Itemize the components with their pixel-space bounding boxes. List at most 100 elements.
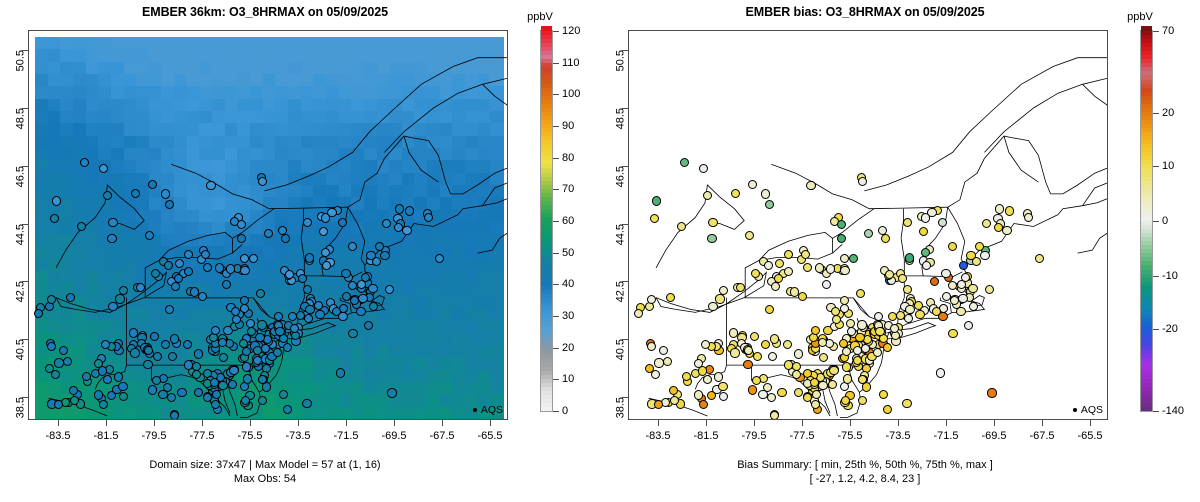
bias-monitor-point	[747, 385, 758, 395]
raster-cell	[237, 197, 251, 211]
aqs-monitor-point	[150, 269, 160, 279]
colorbar-segment	[541, 98, 552, 104]
x-axis-label: -73.5	[885, 430, 911, 442]
bias-monitor-point	[818, 380, 828, 390]
bias-monitor-point	[703, 375, 713, 385]
colorbar-segment	[541, 82, 552, 88]
colorbar-units-bias: ppbV	[1127, 11, 1153, 23]
raster-cell	[199, 160, 213, 174]
raster-cell	[477, 61, 491, 75]
bias-monitor-point	[1004, 206, 1014, 216]
colorbar-segment	[1141, 131, 1152, 137]
bias-monitor-point	[921, 261, 932, 271]
colorbar-segment	[541, 50, 552, 56]
raster-cell	[275, 160, 289, 174]
aqs-monitor-point	[68, 385, 78, 395]
y-axis-tick	[22, 338, 28, 340]
colorbar-segment	[1141, 276, 1152, 282]
raster-cell	[439, 209, 453, 223]
colorbar-segment	[1141, 163, 1152, 169]
bias-monitor-point	[903, 313, 914, 324]
raster-cell	[414, 61, 428, 75]
bias-monitor-point	[810, 325, 820, 335]
raster-cell	[224, 61, 238, 75]
raster-cell	[174, 172, 188, 186]
raster-cell	[224, 147, 238, 161]
raster-cell	[98, 37, 112, 50]
raster-cell	[85, 37, 99, 50]
colorbar-segment	[541, 272, 552, 278]
raster-cell	[325, 382, 340, 395]
aqs-monitor-point	[277, 225, 287, 236]
colorbar-segment	[1141, 54, 1152, 60]
raster-cell	[35, 209, 49, 223]
raster-cell	[174, 345, 188, 358]
raster-cell	[313, 160, 327, 174]
coastline-path	[852, 297, 870, 318]
raster-cell	[161, 160, 175, 174]
raster-cell	[414, 320, 428, 334]
bias-monitor-point	[806, 181, 816, 191]
colorbar-segment	[541, 123, 552, 129]
x-axis-label: -75.5	[237, 430, 263, 442]
raster-cell	[161, 49, 175, 63]
raster-cell	[452, 197, 466, 211]
bias-monitor-point	[743, 345, 753, 355]
raster-cell	[199, 86, 213, 100]
raster-cell	[490, 172, 504, 186]
aqs-monitor-point	[382, 218, 392, 228]
raster-cell	[85, 98, 99, 112]
colorbar-segment	[1141, 224, 1152, 230]
raster-cell	[85, 73, 99, 87]
raster-cell	[250, 209, 264, 223]
x-axis-tick	[898, 420, 899, 426]
raster-cell	[465, 234, 479, 248]
bias-monitor-point	[706, 391, 717, 401]
raster-cell	[376, 160, 390, 174]
colorbar-segment	[1141, 244, 1152, 250]
raster-cell	[465, 123, 479, 137]
raster-cell	[452, 406, 466, 419]
raster-cell	[110, 61, 125, 75]
colorbar-tick-label: 20	[562, 341, 575, 354]
bias-monitor-point	[654, 399, 664, 410]
colorbar-tick-label: 60	[562, 215, 575, 227]
raster-cell	[148, 37, 163, 50]
y-axis-tick	[22, 223, 28, 225]
bias-monitor-point	[728, 328, 738, 338]
raster-cell	[338, 98, 352, 112]
raster-cell	[452, 295, 466, 309]
x-axis-bias: -83.5 -81.5 -79.5 -77.5 -75.5 -73.5 -71.5 -69.5…	[628, 420, 1108, 450]
colorbar-segment	[541, 305, 552, 310]
raster-cell	[136, 98, 150, 112]
raster-cell	[490, 295, 504, 309]
raster-cell	[287, 197, 302, 211]
raster-cell	[351, 98, 365, 112]
colorbar-segment	[1141, 353, 1152, 359]
colorbar-gradient	[540, 26, 553, 412]
colorbar-segment	[1141, 111, 1152, 116]
aqs-monitor-point	[164, 260, 174, 270]
colorbar-segment	[541, 317, 552, 323]
aqs-monitor-point	[50, 369, 60, 380]
bias-monitor-point	[919, 226, 929, 236]
bias-monitor-point	[830, 306, 841, 317]
raster-cell	[351, 37, 365, 50]
raster-cell	[477, 147, 491, 161]
bias-monitor-point	[841, 362, 852, 372]
raster-cell	[414, 160, 428, 174]
raster-cell	[174, 73, 188, 87]
colorbar-segment	[541, 26, 552, 31]
raster-cell	[148, 147, 163, 161]
x-axis-label: -67.5	[429, 430, 455, 442]
raster-cell	[275, 172, 289, 186]
raster-cell	[287, 123, 302, 137]
bias-monitor-point	[767, 351, 777, 361]
raster-cell	[60, 147, 74, 161]
raster-cell	[123, 295, 137, 309]
panel-bias: EMBER bias: O3_8HRMAX on 05/09/2025 38.5…	[600, 0, 1200, 502]
y-axis-label: 42.5	[614, 281, 626, 303]
colorbar-segment	[541, 70, 552, 76]
raster-cell	[237, 49, 251, 63]
bias-monitor-point	[702, 190, 712, 200]
